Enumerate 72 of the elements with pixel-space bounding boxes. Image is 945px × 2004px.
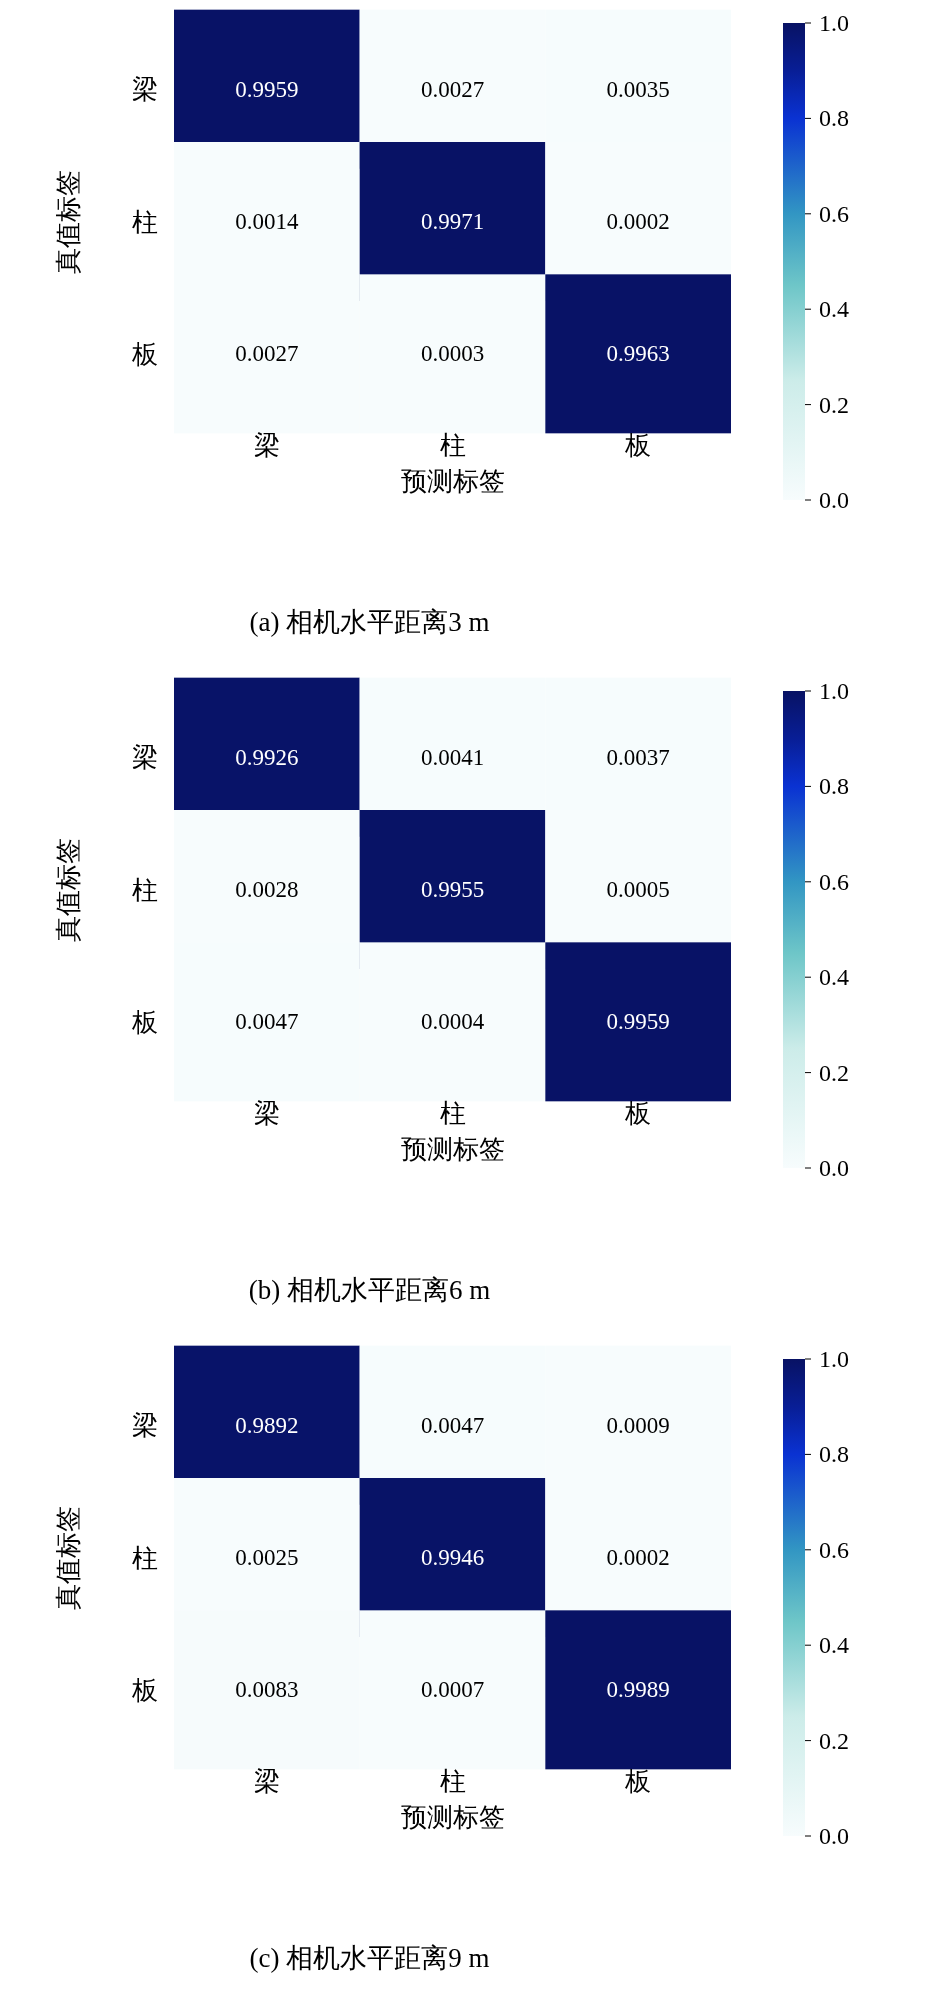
text: (a) 相机水平距离3 m xyxy=(248,606,491,639)
data-label: 0.0025 xyxy=(235,1545,299,1570)
color-bar-label: 0.0 xyxy=(819,1155,849,1181)
data-label: 0.9946 xyxy=(420,1545,485,1570)
data-label: 0.0014 xyxy=(235,209,299,234)
x-tick-label: 柱 xyxy=(439,1099,466,1129)
color-bar-label: 0.4 xyxy=(819,1632,849,1659)
data-label: 0.9892 xyxy=(235,1412,299,1438)
data-label: 0.0028 xyxy=(235,877,299,902)
data-label: 0.0037 xyxy=(606,744,670,770)
color-bar-label: 0.6 xyxy=(819,1536,849,1563)
color-bar-label: 0.0 xyxy=(819,1823,849,1849)
color-bar-label: 0.6 xyxy=(819,200,849,227)
data-label: 0.0002 xyxy=(606,209,670,234)
x-tick-label: 梁 xyxy=(253,431,280,461)
x-tick-label: 柱 xyxy=(439,431,466,461)
y-tick-label: 板 xyxy=(131,1008,158,1038)
x-tick-label: 板 xyxy=(624,1767,652,1797)
data-label: 0.9963 xyxy=(606,341,670,367)
data-label: 0.0047 xyxy=(420,1412,485,1438)
data-label: 0.0083 xyxy=(235,1677,299,1703)
color-bar-label: 0.2 xyxy=(819,391,849,418)
data-label: 0.0005 xyxy=(606,877,670,902)
data-label: 0.0004 xyxy=(420,1009,485,1035)
y-tick-label: 柱 xyxy=(132,207,158,237)
color-bar-label: 0.0 xyxy=(819,487,849,513)
color-bar-label: 0.4 xyxy=(819,296,849,323)
y-axis-title: 真值标签 xyxy=(54,837,84,942)
color-bar-label: 0.2 xyxy=(819,1727,849,1754)
data-label: 0.9959 xyxy=(606,1009,670,1035)
color-bar-label: 0.8 xyxy=(819,1441,849,1468)
data-label: 0.9989 xyxy=(606,1677,670,1703)
color-bar-label: 0.4 xyxy=(819,964,849,991)
data-label: 0.0047 xyxy=(235,1009,299,1035)
text: (c) 相机水平距离9 m xyxy=(248,1942,491,1975)
y-tick-label: 柱 xyxy=(132,1543,158,1573)
x-tick-label: 柱 xyxy=(439,1767,466,1797)
data-label: 0.9971 xyxy=(420,209,485,234)
data-label: 0.9959 xyxy=(235,76,299,102)
data-label: 0.9926 xyxy=(235,744,299,770)
y-axis-title: 真值标签 xyxy=(54,169,84,274)
data-label: 0.0027 xyxy=(235,341,299,367)
x-axis-title: 预测标签 xyxy=(400,1135,505,1164)
color-bar-label: 0.8 xyxy=(819,105,849,132)
color-bar-label: 0.8 xyxy=(819,773,849,800)
y-axis-title: 真值标签 xyxy=(54,1505,84,1610)
y-tick-label: 梁 xyxy=(132,743,158,773)
data-label: 0.0003 xyxy=(420,341,485,367)
y-tick-label: 板 xyxy=(131,340,158,370)
data-label: 0.0041 xyxy=(420,744,485,770)
x-axis-title: 预测标签 xyxy=(400,1803,505,1832)
color-bar-label: 1.0 xyxy=(819,678,849,704)
y-tick-label: 板 xyxy=(131,1676,158,1706)
x-tick-label: 梁 xyxy=(253,1767,280,1797)
color-bar-label: 0.2 xyxy=(819,1059,849,1086)
data-label: 0.0007 xyxy=(420,1677,485,1703)
data-label: 0.0027 xyxy=(420,76,485,102)
x-tick-label: 板 xyxy=(624,1099,652,1129)
data-label: 0.9955 xyxy=(420,877,485,902)
color-bar-label: 1.0 xyxy=(819,10,849,36)
x-tick-label: 板 xyxy=(624,431,652,461)
text: (b) 相机水平距离6 m xyxy=(247,1274,492,1307)
color-bar-label: 0.6 xyxy=(819,868,849,895)
data-label: 0.0035 xyxy=(606,76,670,102)
y-tick-label: 梁 xyxy=(132,75,158,105)
data-label: 0.0002 xyxy=(606,1545,670,1570)
data-label: 0.0009 xyxy=(606,1412,670,1438)
x-tick-label: 梁 xyxy=(253,1099,280,1129)
color-bar-label: 1.0 xyxy=(819,1346,849,1372)
y-tick-label: 柱 xyxy=(132,875,158,905)
x-axis-title: 预测标签 xyxy=(400,467,505,496)
y-tick-label: 梁 xyxy=(132,1411,158,1441)
